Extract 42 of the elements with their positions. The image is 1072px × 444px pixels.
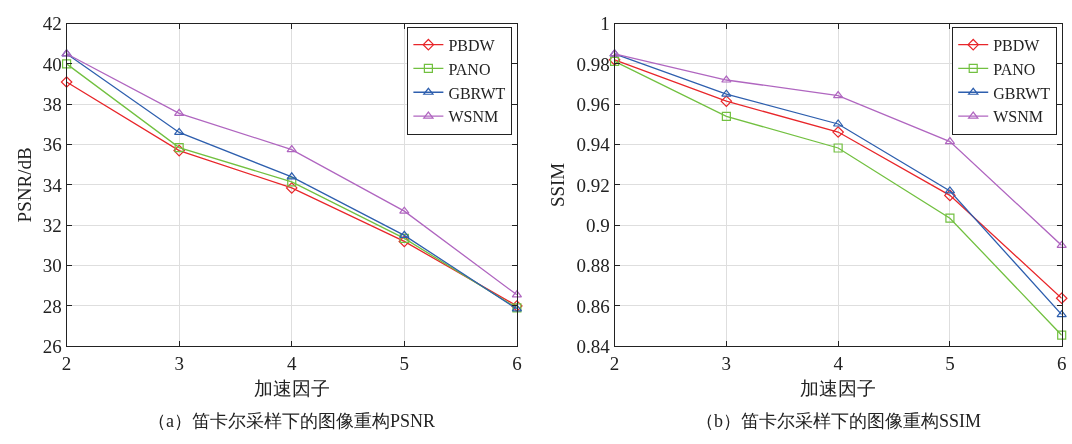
y-tick-label: 0.9 [585, 214, 610, 236]
legend-label: PANO [993, 60, 1036, 78]
y-tick-label: 26 [42, 335, 62, 357]
y-tick-label: 36 [42, 134, 62, 156]
y-tick-label: 0.86 [576, 295, 610, 317]
x-tick-label: 2 [61, 353, 72, 375]
y-tick-label: 0.84 [576, 335, 611, 357]
x-tick-label: 6 [1056, 353, 1067, 375]
y-tick-label: 40 [42, 53, 62, 75]
legend-label: WSNM [993, 108, 1043, 126]
legend-label: GBRWT [448, 84, 506, 102]
y-axis-title: SSIM [547, 162, 569, 208]
text: （b）笛卡尔采样下的图像重构SSIM [696, 411, 982, 431]
y-tick-label: 0.98 [576, 53, 610, 75]
x-tick-label: 3 [721, 353, 732, 375]
y-tick-label: 38 [42, 93, 62, 115]
legend-label: WSNM [448, 108, 499, 126]
y-tick-label: 28 [42, 295, 62, 317]
x-tick-label: 5 [399, 353, 410, 375]
y-tick-label: 0.88 [576, 255, 610, 277]
legend-label: PANO [448, 60, 491, 78]
y-tick-label: 34 [42, 174, 63, 196]
legend-label: PBDW [993, 36, 1041, 54]
y-tick-label: 30 [42, 255, 62, 277]
x-tick-label: 3 [174, 353, 184, 375]
x-axis-title: 加速因子 [800, 377, 877, 399]
y-tick-label: 42 [42, 13, 62, 35]
x-tick-label: 4 [286, 353, 297, 375]
y-tick-label: 0.94 [576, 134, 611, 156]
text: （a）笛卡尔采样下的图像重构PSNR [148, 411, 436, 431]
y-tick-label: 0.96 [576, 93, 610, 115]
y-tick-label: 1 [600, 13, 610, 35]
x-tick-label: 4 [833, 353, 844, 375]
x-axis-title: 加速因子 [253, 377, 330, 399]
legend-label: GBRWT [993, 84, 1051, 102]
x-tick-label: 6 [512, 353, 522, 375]
legend-label: PBDW [448, 36, 496, 54]
y-axis-title: PSNR/dB [13, 147, 35, 223]
x-tick-label: 2 [609, 353, 620, 375]
y-tick-label: 0.92 [576, 174, 610, 196]
x-tick-label: 5 [945, 353, 955, 375]
y-tick-label: 32 [42, 214, 62, 236]
